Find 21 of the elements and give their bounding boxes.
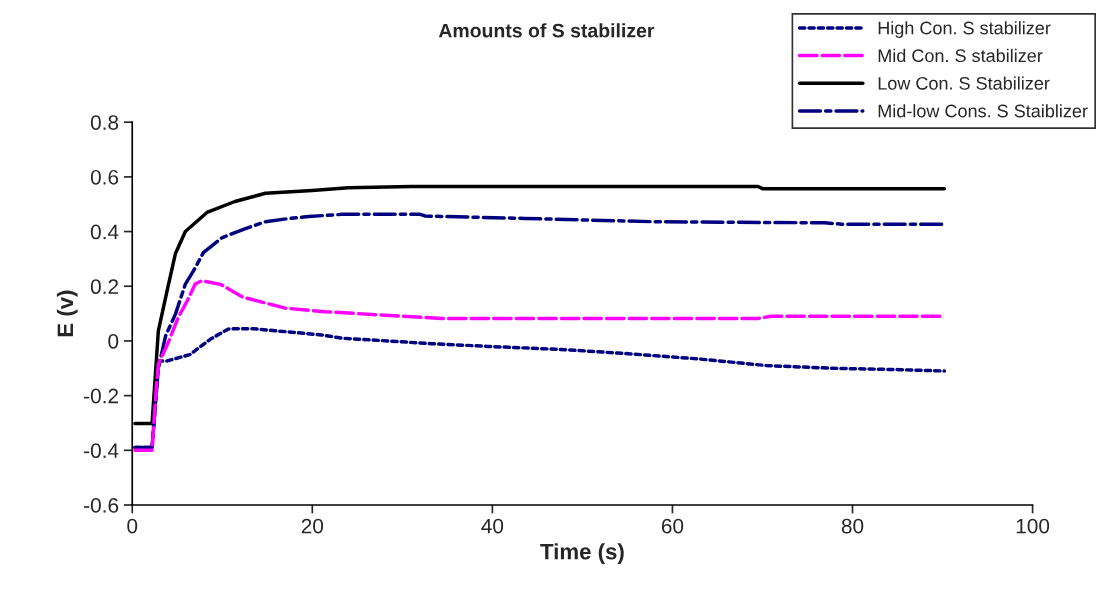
x-tick-label: 0: [127, 518, 138, 534]
x-tick-label: 100: [1016, 518, 1050, 534]
y-tick-label: 0.8: [90, 115, 119, 130]
legend-label: High Con. S stabilizer: [878, 21, 1051, 38]
y-tick-label: -0.4: [84, 443, 119, 459]
x-tick-label: 80: [841, 518, 864, 534]
x-tick-label: 60: [661, 518, 684, 534]
y-axis-title: E (v): [56, 290, 78, 337]
legend-label: Low Con. S Stabilizer: [878, 76, 1050, 90]
y-tick-label: -0.6: [84, 497, 119, 513]
y-tick-label: 0.2: [90, 279, 118, 295]
x-tick-label: 20: [301, 518, 324, 534]
y-tick-label: 0: [108, 333, 119, 349]
legend-label: Mid-low Cons. S Staiblizer: [878, 104, 1088, 118]
legend-label: Mid Con. S stabilizer: [878, 48, 1043, 63]
y-tick-label: 0.6: [90, 169, 119, 185]
y-tick-label: 0.4: [90, 224, 119, 240]
chart-title: Amounts of S stabilizer: [438, 23, 655, 38]
y-tick-label: -0.2: [84, 388, 118, 404]
x-tick-label: 40: [481, 518, 504, 534]
x-axis-title: Time (s): [540, 543, 624, 564]
